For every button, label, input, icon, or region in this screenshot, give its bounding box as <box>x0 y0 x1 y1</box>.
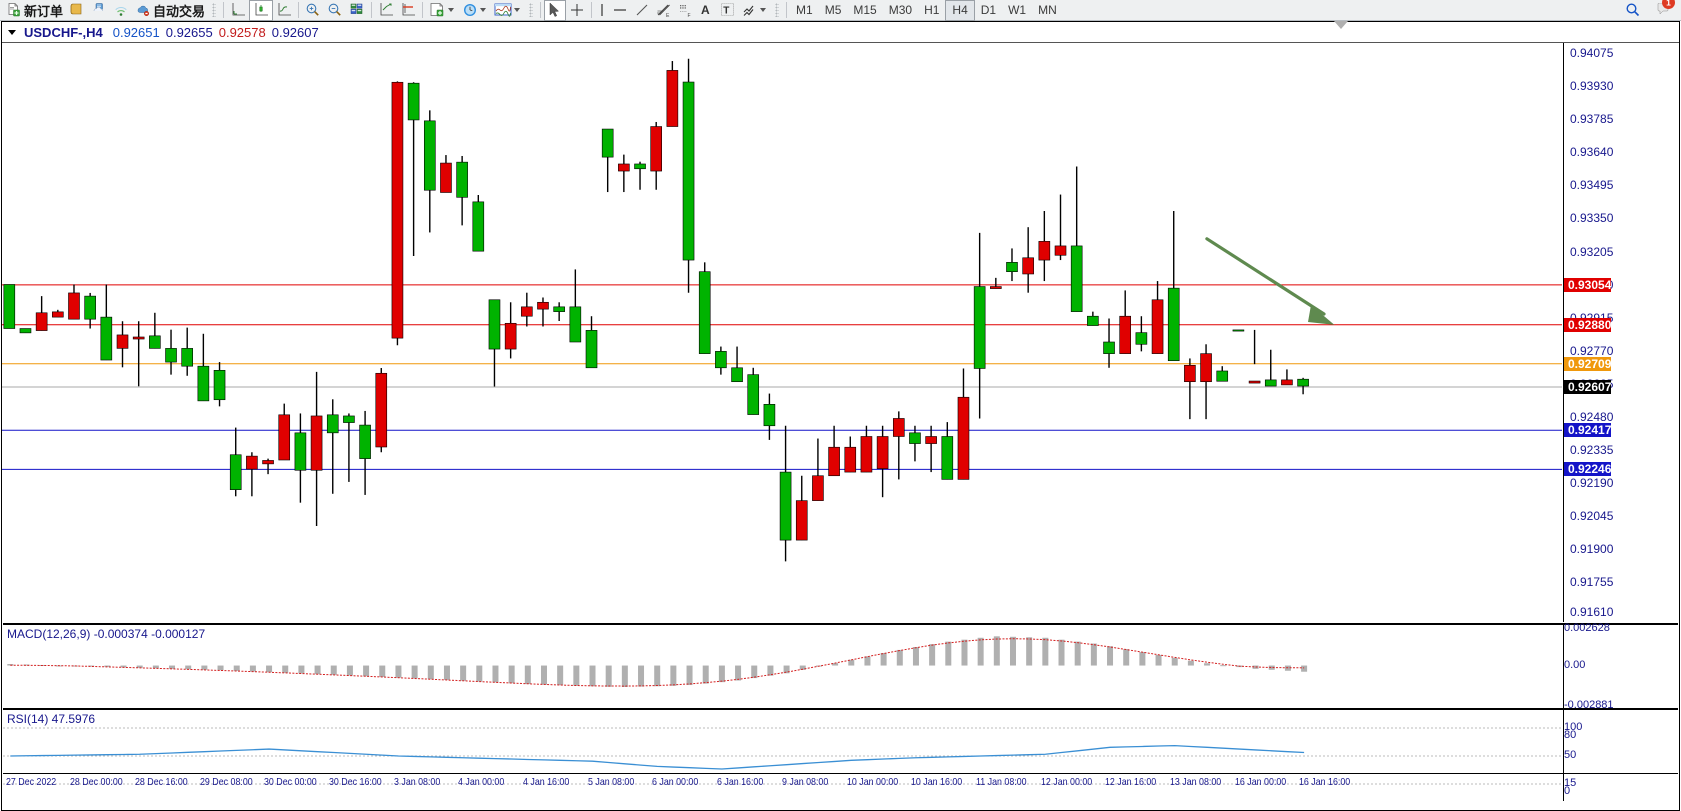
svg-text:1: 1 <box>1666 0 1671 7</box>
svg-text:A: A <box>701 3 710 17</box>
svg-text:T: T <box>723 6 729 17</box>
svg-text:E: E <box>666 13 670 18</box>
svg-text:F: F <box>688 13 691 18</box>
